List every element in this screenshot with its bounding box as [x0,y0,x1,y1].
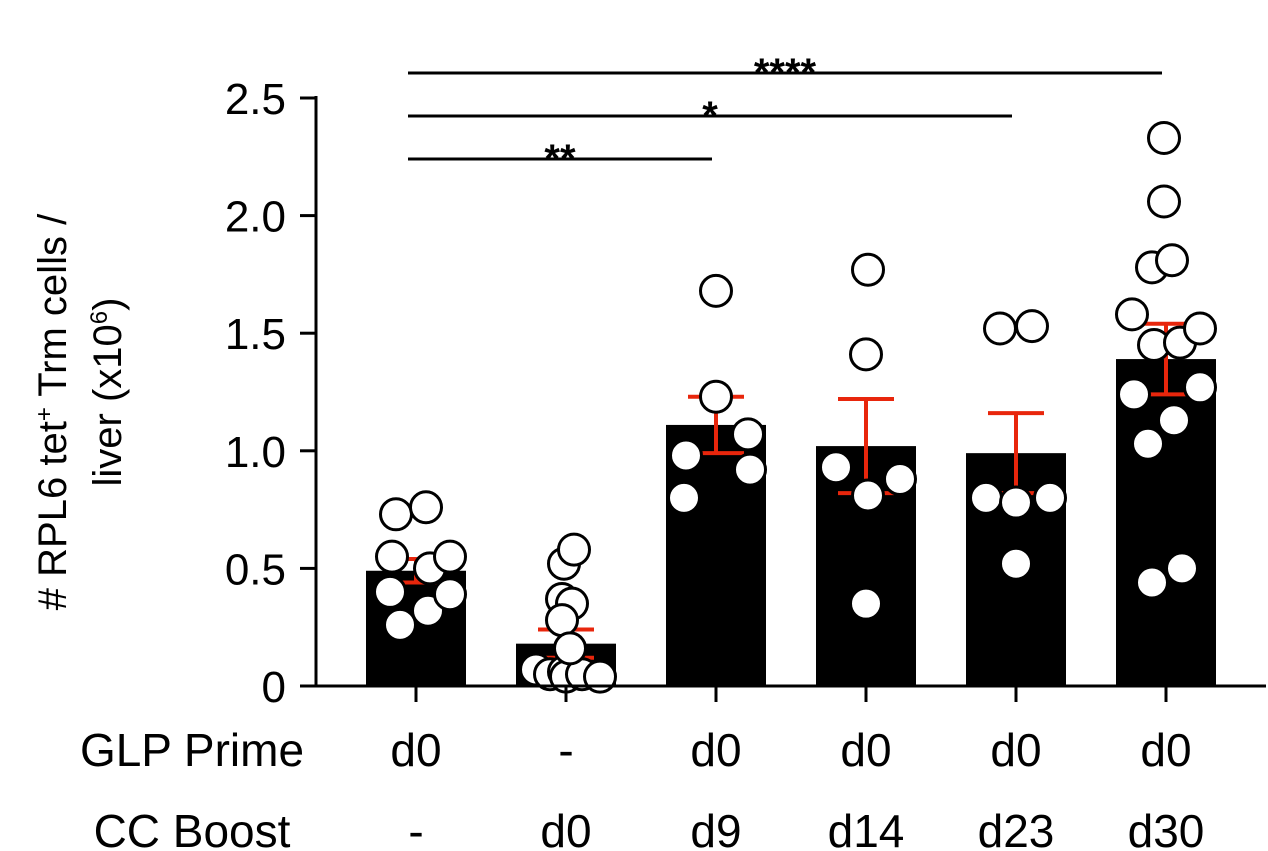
row-title-1: CC Boost [94,805,291,851]
data-point-2-5 [733,452,767,487]
data-point-2-3 [699,379,733,414]
y-axis-title-line-1: # RPL6 tet+ Trm cells / [31,213,75,610]
data-point-3-0 [819,450,853,485]
y-tick-label-0: 0 [262,663,286,712]
y-axis-title-line-2-b: ) [86,298,130,311]
significance-label-2: **** [754,51,817,95]
y-axis-title-line-1-sup: + [31,407,58,421]
row-0-cell-3: d0 [840,724,891,776]
data-point-5-3 [1147,184,1181,219]
data-point-0-4 [409,490,443,525]
data-point-3-2 [851,478,885,513]
row-1-cell-5: d30 [1128,805,1205,851]
data-point-2-0 [667,480,701,515]
data-point-4-2 [1033,480,1067,515]
data-point-4-4 [983,311,1017,346]
row-0-cell-0: d0 [390,724,441,776]
data-point-1-9 [557,532,591,567]
plot-area: 0 0.5 1.0 1.5 2.0 2.5 GLP Prime d0 - d0 d0 d0 d0 CC B… [80,51,1266,851]
data-point-5-4 [1147,120,1181,155]
data-point-0-1 [373,574,407,609]
data-point-4-1 [999,485,1033,520]
data-point-5-12 [1135,565,1169,600]
data-point-5-10 [1157,403,1191,438]
y-axis-title: # RPL6 tet+ Trm cells / liver (x106) [31,213,130,610]
data-point-3-3 [851,252,885,287]
row-1-cell-2: d9 [690,805,741,851]
data-point-3-5 [849,586,883,621]
row-title-0: GLP Prime [80,724,304,776]
y-tick-label-1: 0.5 [225,545,286,594]
y-axis-title-line-2-sup: 6 [86,311,113,324]
row-0-cell-4: d0 [990,724,1041,776]
y-axis-title-line-1-b: Trm cells / [31,213,75,407]
significance-label-0: ** [544,137,576,181]
y-tick-label-5: 2.5 [225,75,286,124]
row-0-cell-5: d0 [1140,724,1191,776]
data-point-1-10 [545,603,579,638]
y-tick-label-2: 1.0 [225,428,286,477]
row-0-cell-2: d0 [690,724,741,776]
y-axis-title-line-2-a: liver (x10 [86,324,130,486]
data-point-5-2 [1155,243,1189,278]
data-point-3-1 [849,337,883,372]
data-point-4-0 [969,480,1003,515]
row-1-cell-3: d14 [828,805,905,851]
y-tick-label-4: 2.0 [225,193,286,242]
data-point-2-4 [731,417,765,452]
data-point-5-8 [1117,377,1151,412]
data-point-1-5 [583,659,617,694]
data-point-2-2 [699,273,733,308]
data-point-0-2 [375,539,409,574]
data-point-0-7 [433,539,467,574]
data-point-1-11 [553,631,587,666]
data-point-0-0 [383,607,417,642]
y-axis-title-line-2: liver (x106) [86,298,130,487]
y-axis-title-line-1-a: # RPL6 tet [31,421,75,610]
data-point-3-4 [883,462,917,497]
row-1-cell-0: - [408,805,423,851]
data-point-0-8 [433,577,467,612]
data-point-5-13 [1165,551,1199,586]
data-point-5-11 [1131,426,1165,461]
row-1-cell-1: d0 [540,805,591,851]
data-point-0-3 [379,497,413,532]
row-0-cell-1: - [558,724,573,776]
y-tick-label-3: 1.5 [225,310,286,359]
data-point-5-9 [1183,370,1217,405]
data-point-2-1 [669,438,703,473]
data-point-4-5 [1015,309,1049,344]
data-point-5-7 [1183,311,1217,346]
data-point-5-0 [1115,297,1149,332]
row-1-cell-4: d23 [978,805,1055,851]
significance-label-1: * [702,94,718,138]
data-point-4-3 [999,546,1033,581]
